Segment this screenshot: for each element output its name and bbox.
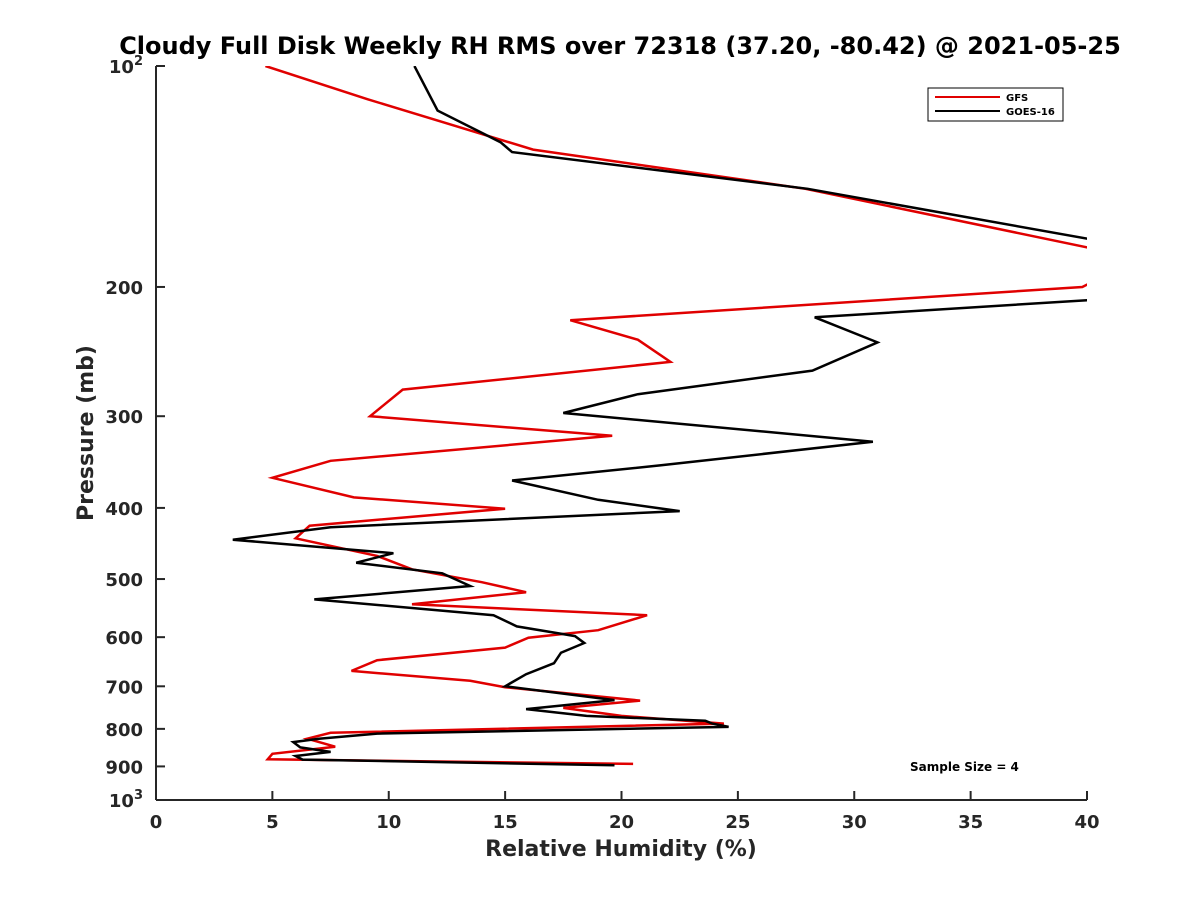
y-axis-ticks: 102 200 300 400 500 600 700 800 900 103: [105, 54, 165, 812]
y-tick-label: 300: [105, 407, 143, 428]
y-tick-label: 800: [105, 720, 143, 741]
legend-label-goes-16: GOES-16: [1006, 107, 1055, 118]
legend-label-gfs: GFS: [1006, 93, 1028, 104]
x-tick-label: 30: [842, 812, 867, 833]
legend-box: [927, 87, 1064, 122]
x-axis-label: Relative Humidity (%): [485, 837, 757, 862]
legend: GFS GOES-16: [927, 87, 1064, 122]
chart-title: Cloudy Full Disk Weekly RH RMS over 7231…: [119, 32, 1121, 60]
x-axis-ticks: 0 5 10 15 20 25 30 35 40: [150, 791, 1100, 833]
y-tick-label: 103: [109, 788, 143, 812]
x-tick-label: 35: [958, 812, 983, 833]
x-tick-label: 40: [1074, 812, 1099, 833]
y-tick-label: 600: [105, 628, 143, 649]
y-axis-label: Pressure (mb): [74, 345, 99, 521]
x-tick-label: 15: [493, 812, 518, 833]
y-tick-label: 400: [105, 499, 143, 520]
x-tick-label: 5: [266, 812, 279, 833]
x-tick-label: 0: [150, 812, 163, 833]
x-tick-label: 25: [725, 812, 750, 833]
plot-series: [232, 66, 1087, 767]
y-tick-label: 900: [105, 757, 143, 778]
y-tick-label: 102: [109, 54, 143, 78]
series-line-goes-16: [232, 66, 1087, 767]
y-tick-label: 700: [105, 677, 143, 698]
x-tick-label: 10: [376, 812, 401, 833]
sample-size-annotation: Sample Size = 4: [910, 760, 1019, 774]
y-tick-label: 500: [105, 570, 143, 591]
x-tick-label: 20: [609, 812, 634, 833]
y-tick-label: 200: [105, 278, 143, 299]
